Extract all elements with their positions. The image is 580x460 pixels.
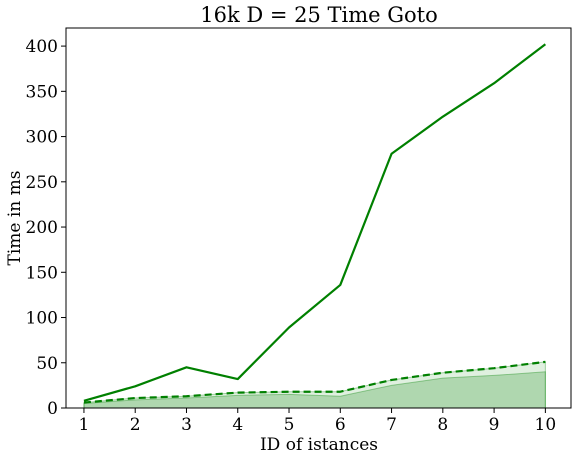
series-line-solid: [83, 43, 547, 402]
y-tick-label: 350: [26, 82, 58, 102]
x-tick-label: 6: [335, 415, 346, 435]
plot-area: [83, 43, 547, 409]
x-axis-label: ID of istances: [260, 435, 378, 455]
y-tick-label: 150: [26, 263, 58, 283]
x-tick-label: 2: [130, 415, 141, 435]
chart-title: 16k D = 25 Time Goto: [200, 3, 438, 27]
x-tick-label: 9: [489, 415, 500, 435]
y-tick-label: 100: [26, 309, 58, 329]
y-tick-label: 50: [36, 354, 58, 374]
x-tick-label: 8: [437, 415, 448, 435]
area-layer: [83, 361, 546, 409]
y-axis: 0 50 100 150 200 250 300 350 400: [26, 37, 66, 419]
line-layer: [83, 43, 547, 404]
y-axis-label: Time in ms: [5, 171, 25, 266]
y-tick-label: 200: [26, 218, 58, 238]
y-tick-label: 250: [26, 173, 58, 193]
x-tick-label: 4: [232, 415, 243, 435]
plot-frame: [65, 27, 572, 409]
y-tick-label: 400: [26, 37, 58, 57]
series-line-dashed: [83, 360, 546, 404]
y-tick-label: 0: [47, 399, 58, 419]
x-tick-label: 10: [535, 415, 557, 435]
x-tick-label: 3: [181, 415, 192, 435]
x-axis: 1 2 3 4 5 6 7 8 9 10: [79, 408, 557, 435]
y-tick-label: 300: [26, 128, 58, 148]
area-band-2: [83, 371, 546, 409]
x-tick-label: 7: [386, 415, 397, 435]
x-tick-label: 5: [284, 415, 295, 435]
x-tick-label: 1: [79, 415, 90, 435]
